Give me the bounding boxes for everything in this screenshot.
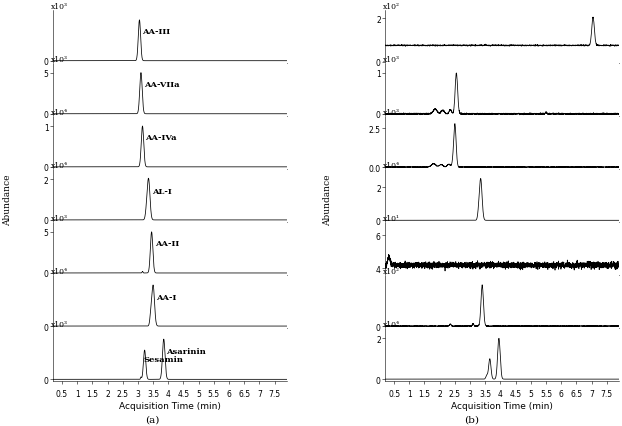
Text: x10²: x10²: [383, 3, 400, 11]
Text: x10³: x10³: [50, 214, 68, 222]
Text: x10⁴: x10⁴: [50, 161, 68, 170]
Text: x10⁴: x10⁴: [50, 268, 68, 275]
Text: x10²: x10²: [383, 268, 400, 275]
Text: AA-IVa: AA-IVa: [146, 134, 177, 142]
Text: AA-II: AA-II: [155, 240, 179, 248]
Text: (a): (a): [145, 415, 160, 424]
X-axis label: Acquisition Time (min): Acquisition Time (min): [119, 400, 221, 410]
Text: x10³: x10³: [50, 320, 68, 328]
X-axis label: Acquisition Time (min): Acquisition Time (min): [451, 400, 553, 410]
Text: x10⁴: x10⁴: [50, 109, 68, 117]
Text: AL-I: AL-I: [152, 187, 171, 195]
Text: AA-VIIa: AA-VIIa: [144, 81, 180, 89]
Text: x10⁴: x10⁴: [383, 320, 400, 328]
Text: x10³: x10³: [50, 56, 68, 63]
Text: x10³: x10³: [383, 109, 400, 117]
Text: Abundance: Abundance: [3, 175, 12, 226]
Text: AA-I: AA-I: [156, 293, 177, 301]
Text: x10³: x10³: [50, 3, 68, 11]
Text: Sesamin: Sesamin: [143, 355, 183, 363]
Text: Abundance: Abundance: [323, 175, 332, 226]
Text: x10¹: x10¹: [383, 214, 400, 222]
Text: AA-III: AA-III: [142, 28, 170, 36]
Text: Asarinin: Asarinin: [166, 347, 206, 355]
Text: (b): (b): [464, 415, 479, 424]
Text: x10³: x10³: [383, 56, 400, 63]
Text: x10⁴: x10⁴: [383, 161, 400, 170]
